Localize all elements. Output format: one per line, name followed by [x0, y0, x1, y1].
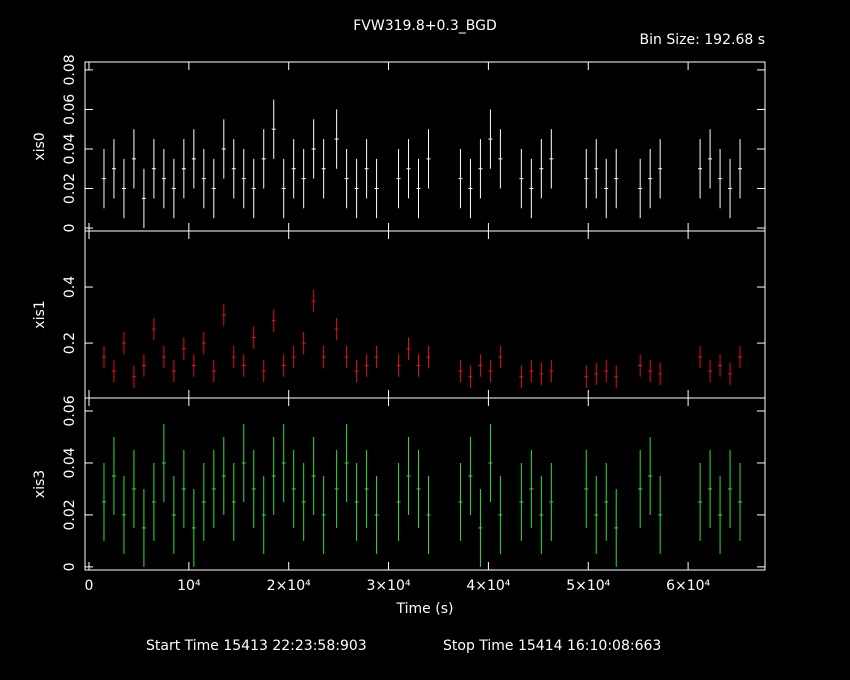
bin-size: Bin Size: 192.68 s: [640, 32, 765, 48]
y-axis-label: xis1: [32, 300, 48, 328]
x-tick-label: 4×10⁴: [466, 578, 510, 594]
y-tick-label: 0.06: [62, 94, 78, 125]
y-axis-label: xis3: [32, 470, 48, 498]
panel-frame: [84, 61, 766, 232]
x-tick-label: 6×10⁴: [666, 578, 710, 594]
stop-time: Stop Time 15414 16:10:08:663: [443, 638, 661, 654]
y-tick-label: 0.04: [62, 447, 78, 478]
x-tick-label: 3×10⁴: [367, 578, 411, 594]
y-axis-label: xis0: [32, 132, 48, 160]
y-tick-label: 0.06: [62, 395, 78, 426]
y-tick-label: 0.2: [62, 332, 78, 354]
x-tick-label: 0: [85, 578, 94, 594]
y-tick-label: 0: [62, 562, 78, 571]
x-tick-label: 5×10⁴: [566, 578, 610, 594]
y-tick-label: 0: [62, 224, 78, 233]
y-tick-label: 0.4: [62, 276, 78, 298]
y-tick-label: 0.02: [62, 499, 78, 530]
y-tick-label: 0.08: [62, 54, 78, 85]
y-tick-label: 0.02: [62, 173, 78, 204]
y-tick-label: 0.04: [62, 133, 78, 164]
x-axis-label: Time (s): [396, 601, 454, 617]
panel-frame: [84, 397, 766, 571]
x-tick-label: 2×10⁴: [267, 578, 311, 594]
panel-frame: [84, 230, 766, 399]
chart-title: FVW319.8+0.3_BGD: [353, 18, 497, 34]
start-time: Start Time 15413 22:23:58:903: [146, 638, 367, 654]
x-tick-label: 10⁴: [177, 578, 201, 594]
